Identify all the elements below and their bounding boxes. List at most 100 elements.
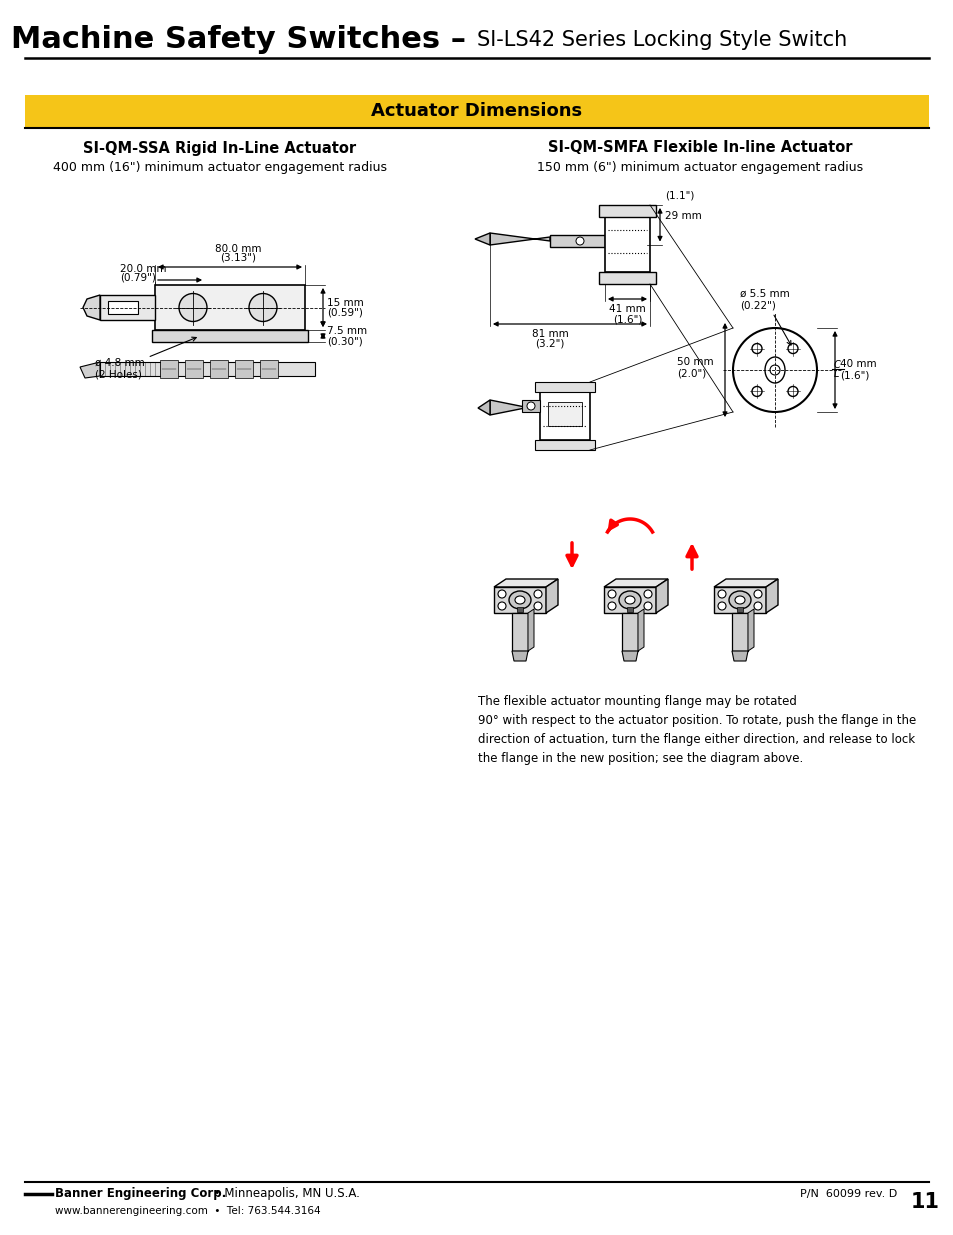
Text: 50 mm: 50 mm — [677, 357, 713, 367]
Text: 11: 11 — [909, 1192, 939, 1212]
Polygon shape — [527, 609, 534, 651]
Bar — [160, 359, 178, 378]
Text: 81 mm: 81 mm — [531, 329, 568, 338]
Bar — [621, 613, 638, 651]
Text: • Minneapolis, MN U.S.A.: • Minneapolis, MN U.S.A. — [210, 1188, 359, 1200]
Text: (1.1"): (1.1") — [664, 191, 694, 201]
Circle shape — [718, 590, 725, 598]
Text: The flexible actuator mounting flange may be rotated
90° with respect to the act: The flexible actuator mounting flange ma… — [477, 695, 915, 764]
Polygon shape — [731, 651, 747, 661]
Ellipse shape — [728, 592, 750, 609]
Ellipse shape — [624, 597, 635, 604]
Circle shape — [607, 590, 616, 598]
Circle shape — [534, 590, 541, 598]
Bar — [547, 403, 581, 426]
Polygon shape — [545, 579, 558, 613]
Circle shape — [787, 343, 797, 353]
Ellipse shape — [734, 597, 744, 604]
Polygon shape — [490, 400, 539, 415]
Circle shape — [751, 343, 761, 353]
Bar — [234, 359, 253, 378]
Polygon shape — [713, 587, 765, 613]
Polygon shape — [603, 579, 667, 587]
Bar — [100, 362, 314, 375]
Circle shape — [179, 294, 207, 321]
Polygon shape — [490, 233, 550, 245]
Circle shape — [497, 601, 505, 610]
Circle shape — [534, 601, 541, 610]
Text: 40 mm: 40 mm — [840, 359, 876, 369]
Bar — [598, 272, 656, 284]
Text: (0.79"): (0.79") — [120, 273, 155, 283]
Polygon shape — [475, 233, 490, 245]
Text: www.bannerengineering.com  •  Tel: 763.544.3164: www.bannerengineering.com • Tel: 763.544… — [55, 1207, 320, 1216]
Polygon shape — [80, 362, 100, 378]
Bar — [604, 217, 649, 272]
Circle shape — [753, 590, 761, 598]
Polygon shape — [638, 609, 643, 651]
Text: 7.5 mm: 7.5 mm — [327, 326, 367, 336]
Circle shape — [751, 387, 761, 396]
Polygon shape — [83, 295, 100, 320]
Text: 80.0 mm: 80.0 mm — [214, 245, 261, 254]
Bar — [108, 301, 138, 314]
Polygon shape — [621, 651, 638, 661]
Bar — [25, 95, 928, 128]
Circle shape — [732, 329, 816, 412]
Ellipse shape — [618, 592, 640, 609]
Circle shape — [249, 294, 276, 321]
Text: 400 mm (16") minimum actuator engagement radius: 400 mm (16") minimum actuator engagement… — [53, 162, 387, 174]
Bar — [598, 205, 656, 217]
Polygon shape — [603, 587, 656, 613]
Text: SI-LS42 Series Locking Style Switch: SI-LS42 Series Locking Style Switch — [476, 30, 846, 49]
Bar — [539, 391, 589, 440]
Text: SI-QM-SMFA Flexible In-line Actuator: SI-QM-SMFA Flexible In-line Actuator — [547, 141, 851, 156]
Bar — [521, 400, 539, 412]
Ellipse shape — [764, 357, 784, 383]
Bar — [512, 613, 527, 651]
Text: Banner Engineering Corp.: Banner Engineering Corp. — [55, 1188, 226, 1200]
Polygon shape — [747, 609, 753, 651]
Text: SI-QM-SSA Rigid In-Line Actuator: SI-QM-SSA Rigid In-Line Actuator — [83, 141, 356, 156]
Polygon shape — [656, 579, 667, 613]
Text: (0.59"): (0.59") — [327, 308, 362, 317]
Text: ø 4.8 mm
(2 Holes): ø 4.8 mm (2 Holes) — [95, 337, 196, 379]
Polygon shape — [713, 579, 778, 587]
Bar — [550, 235, 604, 247]
Text: (1.6"): (1.6") — [612, 314, 641, 324]
Text: (3.13"): (3.13") — [220, 253, 255, 263]
Text: P/N  60099 rev. D: P/N 60099 rev. D — [800, 1189, 897, 1199]
Text: (1.6"): (1.6") — [840, 370, 868, 380]
Bar — [737, 606, 742, 613]
Polygon shape — [477, 400, 490, 415]
Bar — [185, 359, 203, 378]
Bar — [260, 359, 277, 378]
Circle shape — [526, 403, 535, 410]
Circle shape — [769, 366, 780, 375]
Bar — [731, 613, 747, 651]
Bar — [535, 382, 595, 391]
Ellipse shape — [515, 597, 524, 604]
Circle shape — [643, 601, 651, 610]
Circle shape — [576, 237, 583, 245]
Text: Machine Safety Switches –: Machine Safety Switches – — [11, 26, 476, 54]
Text: 20.0 mm: 20.0 mm — [120, 264, 167, 274]
Circle shape — [718, 601, 725, 610]
Bar — [152, 330, 308, 342]
Text: (0.30"): (0.30") — [327, 336, 362, 346]
Circle shape — [753, 601, 761, 610]
Circle shape — [497, 590, 505, 598]
Polygon shape — [494, 587, 545, 613]
Circle shape — [787, 387, 797, 396]
Bar — [626, 606, 633, 613]
Polygon shape — [765, 579, 778, 613]
Text: 15 mm: 15 mm — [327, 298, 363, 308]
Bar — [535, 440, 595, 450]
Bar — [154, 285, 305, 330]
Polygon shape — [494, 579, 558, 587]
Text: (2.0"): (2.0") — [677, 368, 705, 378]
Text: L: L — [833, 369, 839, 379]
Bar — [517, 606, 522, 613]
Text: Actuator Dimensions: Actuator Dimensions — [371, 103, 582, 121]
Circle shape — [607, 601, 616, 610]
